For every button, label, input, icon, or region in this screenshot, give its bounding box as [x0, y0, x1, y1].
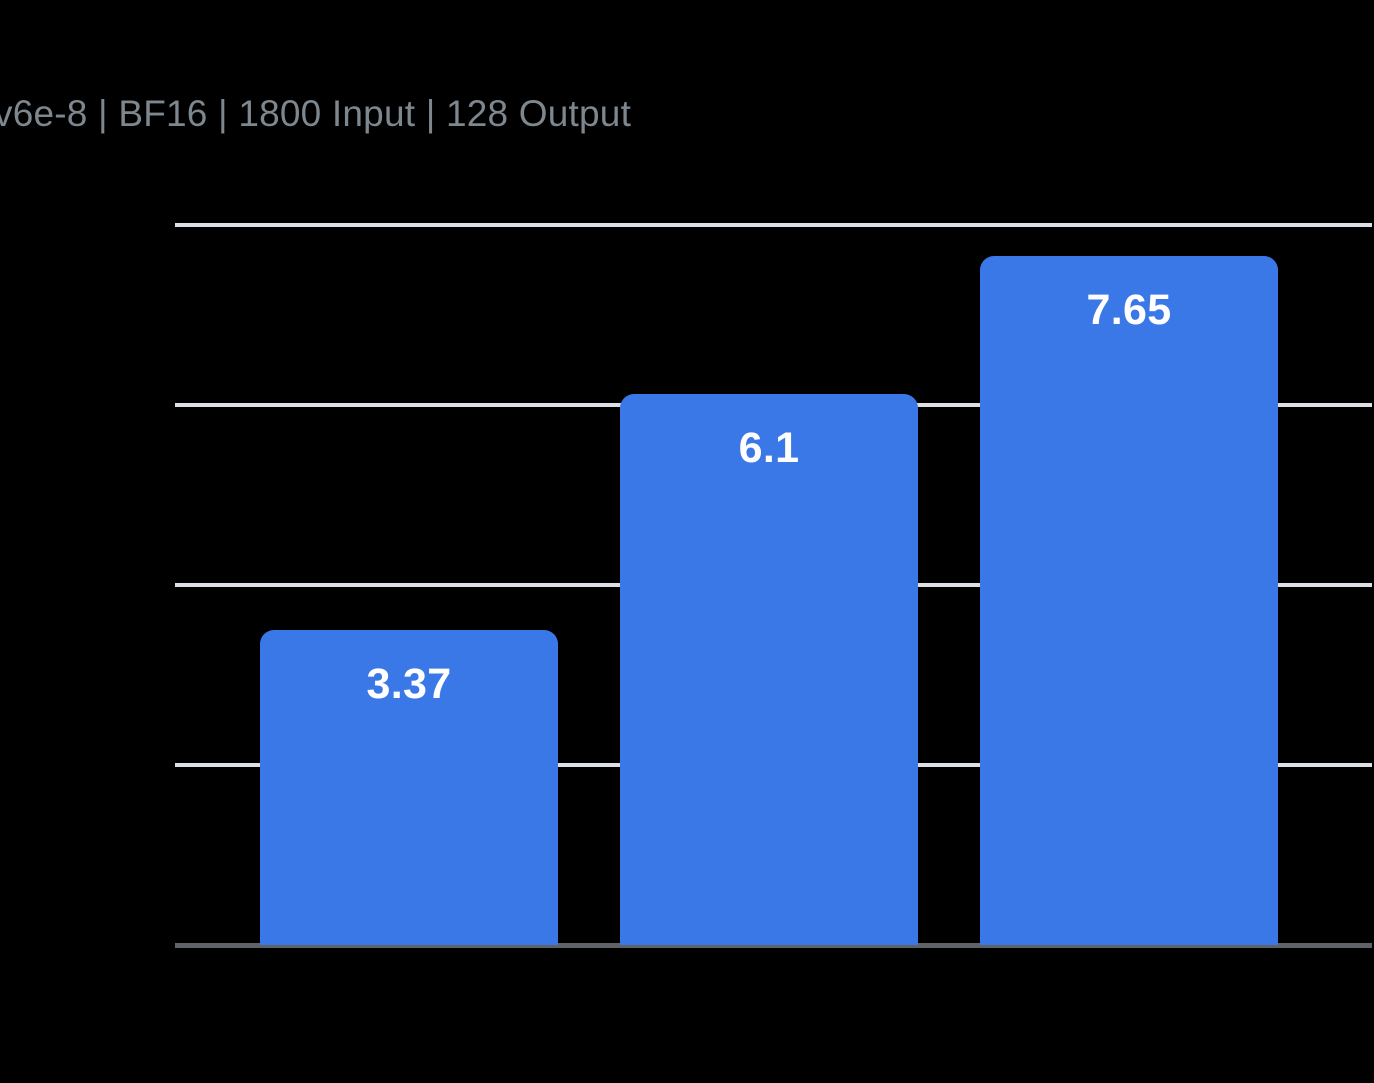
- bar-value-label-1: 3.37: [366, 660, 452, 708]
- bar-2[interactable]: 6.1: [620, 394, 918, 945]
- bar-value-label-3: 7.65: [1086, 286, 1172, 334]
- chart-title: v6e-8 | BF16 | 1800 Input | 128 Output: [0, 93, 632, 134]
- bar-1[interactable]: 3.37: [260, 630, 558, 945]
- bar-value-label-2: 6.1: [738, 424, 800, 472]
- x-axis-line: [175, 943, 1372, 948]
- gridline-8: [175, 223, 1372, 227]
- bar-3[interactable]: 7.65: [980, 256, 1278, 945]
